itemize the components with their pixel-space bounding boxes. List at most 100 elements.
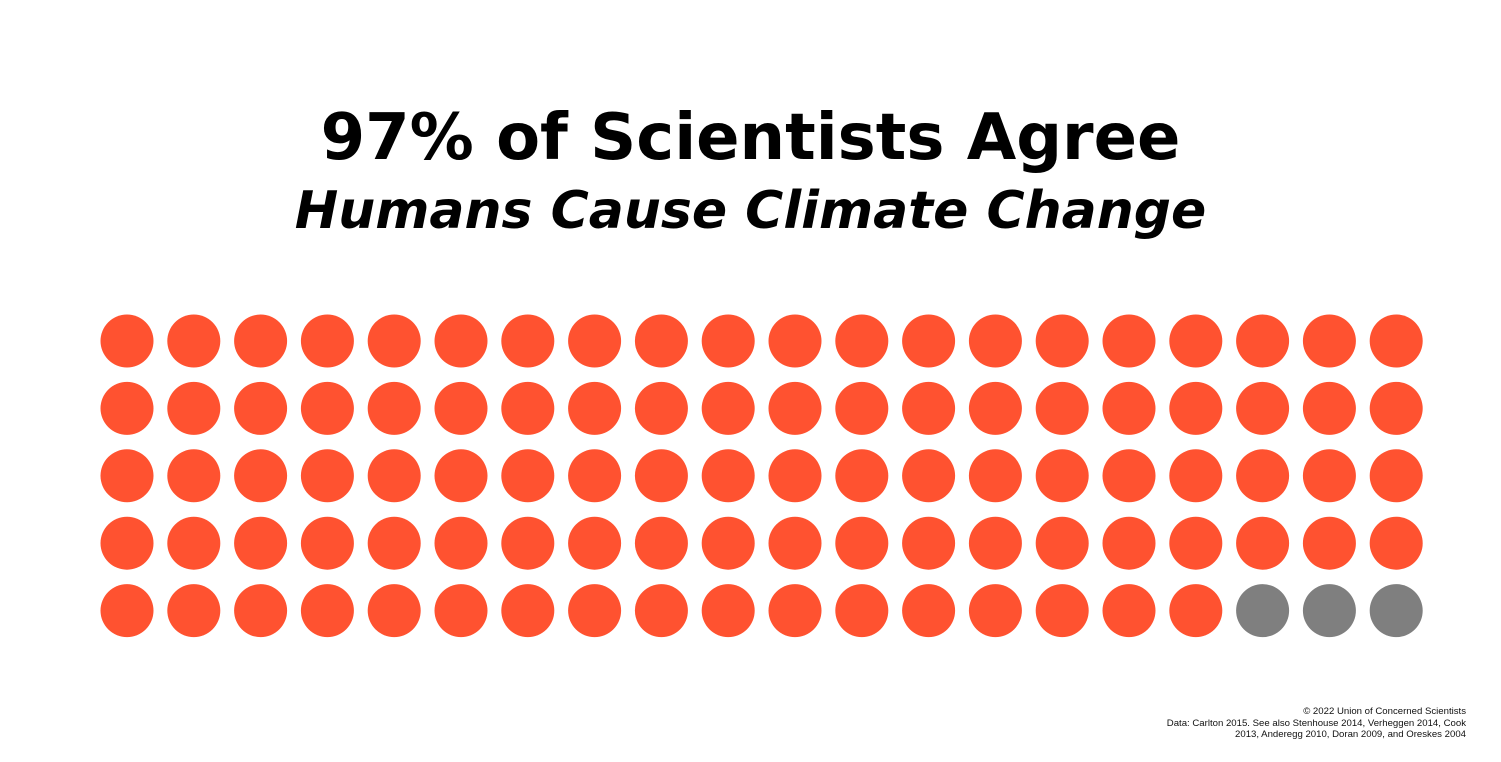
agree-dot (234, 314, 288, 368)
agree-dot (768, 314, 822, 368)
data-source-line-2: 2013, Anderegg 2010, Doran 2009, and Ore… (1235, 729, 1466, 740)
agree-dot (1035, 584, 1089, 638)
agree-dot (167, 516, 221, 570)
agree-dot (968, 449, 1022, 503)
agree-dot (1169, 516, 1223, 570)
agree-dot (100, 449, 154, 503)
disagree-dot (1302, 584, 1356, 638)
agree-dot (167, 584, 221, 638)
chart-subtitle: Humans Cause Climate Change (294, 181, 1207, 241)
agree-dot (1035, 314, 1089, 368)
agree-dot (1369, 516, 1423, 570)
agree-dot (167, 314, 221, 368)
agree-dot (367, 516, 421, 570)
chart-title: 97% of Scientists Agree (320, 101, 1181, 175)
agree-dot (300, 449, 354, 503)
agree-dot (1102, 584, 1156, 638)
agree-dot (1302, 449, 1356, 503)
disagree-dot (1369, 584, 1423, 638)
agree-dot (100, 314, 154, 368)
agree-dot (835, 516, 889, 570)
agree-dot (167, 381, 221, 435)
agree-dot (1302, 516, 1356, 570)
agree-dot (367, 381, 421, 435)
agree-dot (768, 381, 822, 435)
agree-dot (835, 314, 889, 368)
agree-dot (434, 449, 488, 503)
agree-dot (701, 584, 755, 638)
agree-dot (1102, 449, 1156, 503)
agree-dot (835, 584, 889, 638)
agree-dot (434, 584, 488, 638)
agree-dot (100, 584, 154, 638)
agree-dot (634, 381, 688, 435)
agree-dot (1369, 314, 1423, 368)
agree-dot (1169, 449, 1223, 503)
agree-dot (434, 516, 488, 570)
agree-dot (968, 516, 1022, 570)
agree-dot (300, 314, 354, 368)
copyright-text: © 2022 Union of Concerned Scientists (1303, 706, 1466, 717)
agree-dot (300, 516, 354, 570)
agree-dot (902, 381, 956, 435)
agree-dot (768, 449, 822, 503)
agree-dot (434, 314, 488, 368)
agree-dot (902, 449, 956, 503)
agree-dot (768, 516, 822, 570)
agree-dot (1169, 381, 1223, 435)
agree-dot (234, 381, 288, 435)
agree-dot (902, 584, 956, 638)
agree-dot (1302, 314, 1356, 368)
agree-dot (701, 314, 755, 368)
agree-dot (234, 449, 288, 503)
agree-dot (501, 584, 555, 638)
agree-dot (701, 516, 755, 570)
agree-dot (501, 314, 555, 368)
agree-dot (434, 381, 488, 435)
agree-dot (701, 381, 755, 435)
agree-dot (568, 381, 622, 435)
agree-dot (367, 314, 421, 368)
agree-dot (100, 516, 154, 570)
agree-dot (1236, 449, 1290, 503)
agree-dot (1102, 314, 1156, 368)
agree-dot (968, 314, 1022, 368)
agree-dot (568, 584, 622, 638)
agree-dot (1035, 516, 1089, 570)
agree-dot (1169, 314, 1223, 368)
agree-dot (1302, 381, 1356, 435)
agree-dot (167, 449, 221, 503)
agree-dot (501, 381, 555, 435)
agree-dot (1169, 584, 1223, 638)
data-source-line-1: Data: Carlton 2015. See also Stenhouse 2… (1166, 717, 1466, 729)
agree-dot (1236, 381, 1290, 435)
agree-dot (634, 314, 688, 368)
agree-dot (501, 449, 555, 503)
agree-dot (634, 584, 688, 638)
agree-dot (100, 381, 154, 435)
agree-dot (968, 584, 1022, 638)
agree-dot (1102, 381, 1156, 435)
credits: © 2022 Union of Concerned Scientists Dat… (1066, 706, 1466, 741)
agree-dot (568, 516, 622, 570)
agree-dot (501, 516, 555, 570)
agree-dot (768, 584, 822, 638)
agree-dot (835, 381, 889, 435)
agree-dot (300, 381, 354, 435)
agree-dot (835, 449, 889, 503)
agree-dot (1035, 381, 1089, 435)
agree-dot (1102, 516, 1156, 570)
agree-dot (634, 516, 688, 570)
agree-dot (902, 516, 956, 570)
agree-dot (902, 314, 956, 368)
agree-dot (568, 314, 622, 368)
agree-dot (1369, 381, 1423, 435)
agree-dot (568, 449, 622, 503)
agree-dot (1369, 449, 1423, 503)
agree-dot (234, 584, 288, 638)
disagree-dot (1236, 584, 1290, 638)
agree-dot (367, 584, 421, 638)
agree-dot (367, 449, 421, 503)
agree-dot (701, 449, 755, 503)
